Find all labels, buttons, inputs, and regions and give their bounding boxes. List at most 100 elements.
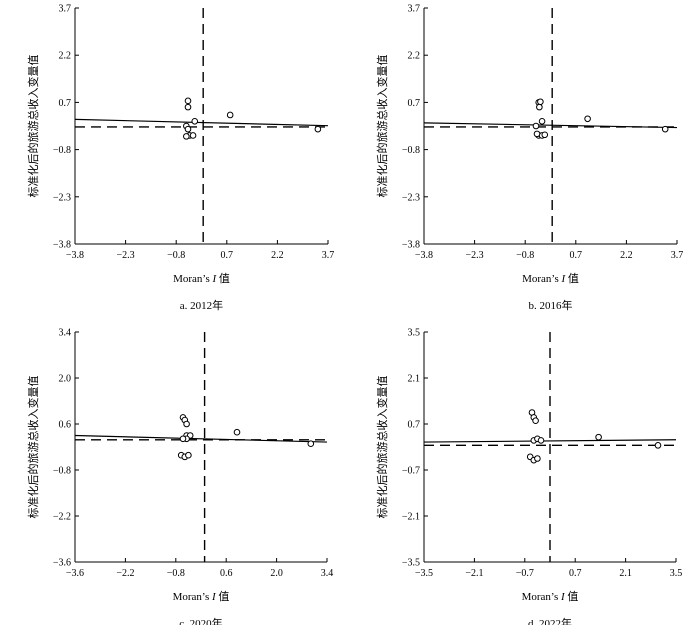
x-tick-label: −3.8 <box>66 250 84 261</box>
x-axis-title-italic: I <box>212 273 218 285</box>
data-point <box>532 417 539 425</box>
x-tick-label: 0.7 <box>570 250 583 261</box>
y-tick-label: −3.8 <box>53 240 71 251</box>
data-point <box>183 420 190 428</box>
data-point <box>537 437 545 444</box>
panel-caption: c. 2020年 <box>179 616 222 625</box>
y-axis-title: 标准化后的旅游总收入变量值 <box>26 376 40 519</box>
data-point <box>183 133 190 140</box>
x-axis-title-prefix: Moran’s <box>173 591 212 603</box>
y-tick-label: 3.4 <box>59 328 72 339</box>
x-axis-title-prefix: Moran’s <box>522 591 561 603</box>
y-axis-title: 标准化后的旅游总收入变量值 <box>375 55 389 198</box>
y-axis-title: 标准化后的旅游总收入变量值 <box>375 376 389 519</box>
y-tick-label: −0.8 <box>53 466 71 477</box>
data-point <box>233 428 241 436</box>
y-tick-label: −2.3 <box>402 192 420 203</box>
x-tick-label: 3.7 <box>671 250 684 261</box>
x-tick-label: −0.7 <box>516 568 534 579</box>
x-tick-label: 3.7 <box>322 250 335 261</box>
y-tick-label: 2.2 <box>408 51 421 62</box>
panel-b: 3.7 2.2 0.7 −0.8 −2.3 −3.8−3.8 −2.3 −0.8 0.7 2.2 3… <box>375 4 683 313</box>
y-tick-label: −0.7 <box>402 466 420 477</box>
x-axis-title: Moran’s I 值 <box>173 590 230 603</box>
regression-line <box>423 439 677 443</box>
data-point <box>184 103 192 111</box>
regression-line <box>74 434 328 443</box>
regression-line <box>423 122 678 129</box>
x-axis-title-suffix: 值 <box>216 590 230 603</box>
x-axis-title-prefix: Moran’s <box>173 273 212 285</box>
data-point <box>541 131 549 139</box>
panel-caption: b. 2016年 <box>529 298 573 312</box>
data-point <box>661 125 669 133</box>
x-axis-title-suffix: 值 <box>565 590 579 603</box>
x-axis-title-italic: I <box>560 591 566 603</box>
data-point <box>226 111 234 119</box>
y-tick-label: 0.7 <box>59 98 72 109</box>
x-tick-label: −2.3 <box>117 250 135 261</box>
y-tick-label: 3.5 <box>408 328 421 339</box>
x-axis-title-prefix: Moran’s <box>522 273 561 285</box>
data-point <box>532 122 540 130</box>
x-tick-label: −0.8 <box>167 250 185 261</box>
y-tick-label: 2.1 <box>408 374 421 385</box>
data-point <box>184 125 192 133</box>
data-point <box>307 440 315 448</box>
data-point <box>533 130 541 138</box>
x-tick-label: 0.7 <box>569 568 582 579</box>
y-tick-label: −3.6 <box>53 558 71 569</box>
data-point <box>537 98 544 106</box>
regression-line <box>74 118 329 127</box>
y-tick-label: 3.7 <box>59 4 72 15</box>
x-tick-label: −2.3 <box>466 250 484 261</box>
data-point <box>654 442 662 449</box>
panel-c: 3.4 2.0 0.6 −0.8 −2.2 −3.6−3.6 −2.2 −0.8 0.6 2.0 3… <box>26 328 333 625</box>
x-tick-label: 2.1 <box>619 568 632 579</box>
x-axis-title: Moran’s I 值 <box>522 590 579 603</box>
y-tick-label: −2.2 <box>53 512 71 523</box>
x-tick-label: 0.7 <box>221 250 234 261</box>
y-tick-label: 0.7 <box>408 420 421 431</box>
x-axis-title-suffix: 值 <box>565 272 579 285</box>
x-tick-label: −3.6 <box>66 568 84 579</box>
y-tick-label: −2.3 <box>53 192 71 203</box>
x-axis-title: Moran’s I 值 <box>522 272 579 285</box>
data-point <box>536 103 543 111</box>
x-tick-label: −2.2 <box>116 568 134 579</box>
x-tick-label: 2.0 <box>270 568 283 579</box>
x-tick-label: 3.4 <box>321 568 334 579</box>
x-tick-label: 0.6 <box>220 568 233 579</box>
x-tick-label: −3.5 <box>415 568 433 579</box>
y-tick-label: −0.8 <box>53 145 71 156</box>
y-tick-label: 0.6 <box>59 420 72 431</box>
y-tick-label: −0.8 <box>402 145 420 156</box>
data-point <box>179 435 187 443</box>
x-tick-label: 2.2 <box>271 250 284 261</box>
data-point <box>595 433 602 441</box>
data-point <box>538 117 546 125</box>
y-tick-label: 0.7 <box>408 98 421 109</box>
y-tick-label: 3.7 <box>408 4 421 15</box>
panel-caption: a. 2012年 <box>180 298 223 312</box>
x-tick-label: −3.8 <box>415 250 433 261</box>
data-point <box>584 115 591 123</box>
data-point <box>314 125 322 133</box>
data-point <box>189 132 197 139</box>
panel-caption: d. 2022年 <box>528 616 572 625</box>
panel-d: 3.5 2.1 0.7 −0.7 −2.1 −3.5−3.5 −2.1 −0.7 0.7 2.1 3… <box>375 328 682 625</box>
y-tick-label: −2.1 <box>402 512 420 523</box>
data-point <box>184 97 192 105</box>
x-tick-label: −0.8 <box>516 250 534 261</box>
x-axis-title-italic: I <box>561 273 567 285</box>
x-tick-label: −2.1 <box>465 568 483 579</box>
data-point <box>185 451 192 459</box>
y-tick-label: −3.5 <box>402 558 420 569</box>
y-tick-label: 2.0 <box>59 374 72 385</box>
x-axis-title-suffix: 值 <box>216 272 230 285</box>
y-tick-label: 2.2 <box>59 51 72 62</box>
x-tick-label: 2.2 <box>620 250 633 261</box>
panel-a: 3.7 2.2 0.7 −0.8 −2.3 −3.8−3.8 −2.3 −0.8 0.7 2.2 3… <box>26 4 334 313</box>
data-point <box>534 455 541 462</box>
